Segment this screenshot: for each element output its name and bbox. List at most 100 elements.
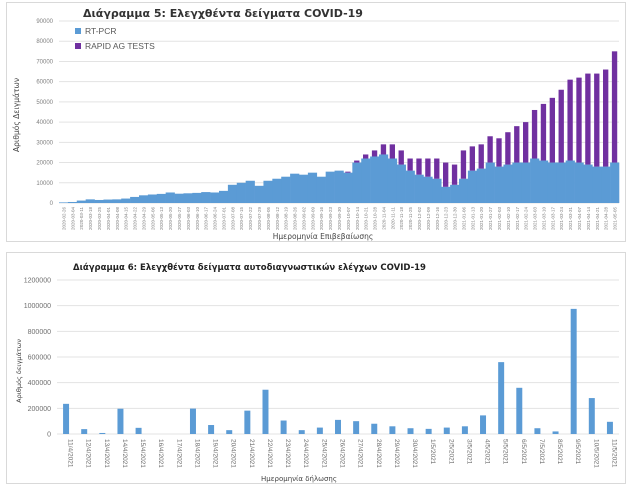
x-tick-label: 6/5/2021 <box>520 439 527 465</box>
bar-rapid-ag <box>576 77 582 163</box>
bar-rt-pcr <box>423 176 433 203</box>
x-tick-label: 2021-02-03 <box>497 207 502 231</box>
y-tick-label: 70000 <box>36 59 53 65</box>
bar-rt-pcr <box>503 164 513 203</box>
bar-rt-pcr <box>94 199 104 203</box>
bar-rt-pcr <box>130 196 140 203</box>
x-tick-label: 8/5/2021 <box>556 439 563 465</box>
x-tick-label: 22/4/2021 <box>266 439 273 468</box>
bar-rt-pcr <box>272 178 282 203</box>
bar-rt-pcr <box>281 176 291 203</box>
y-tick-label: 50000 <box>36 100 53 106</box>
y-tick-label: 40000 <box>36 120 53 126</box>
bar-rapid-ag <box>549 97 555 163</box>
x-tick-label: 2021-01-27 <box>488 207 493 231</box>
x-tick-label: 2020-11-11 <box>390 207 395 230</box>
bar-rt-pcr <box>299 174 309 203</box>
bar-rt-pcr <box>539 160 549 203</box>
bar-rt-pcr <box>201 192 211 203</box>
x-tick-label: 2021-04-28 <box>604 207 609 231</box>
bar-rt-pcr <box>59 202 69 203</box>
x-tick-label: 2020-05-13 <box>159 207 164 231</box>
x-tick-label: 2020-07-15 <box>239 207 244 231</box>
bar-rapid-ag <box>469 146 475 171</box>
x-tick-label: 2021-01-20 <box>479 207 484 231</box>
bar-rt-pcr <box>325 171 335 203</box>
bar-rapid-ag <box>460 150 467 179</box>
legend-label-rapid-ag: RAPID AG TESTS <box>85 41 155 51</box>
bar-rt-pcr <box>467 170 478 203</box>
bar <box>226 430 233 434</box>
x-tick-label: 2020-10-21 <box>364 207 369 231</box>
x-tick-label: 28/4/2021 <box>375 439 382 468</box>
bar-rt-pcr <box>245 180 255 203</box>
x-tick-label: 2021-03-10 <box>541 207 546 231</box>
x-tick-label: 2/5/2021 <box>447 439 454 465</box>
bar-rt-pcr <box>441 186 451 203</box>
bar <box>461 426 468 434</box>
bar-rt-pcr <box>236 182 246 203</box>
bar-rt-pcr <box>290 173 300 203</box>
bar-rt-pcr <box>610 162 620 203</box>
bar-rt-pcr <box>476 168 486 203</box>
y-tick-label: 20000 <box>36 161 53 167</box>
bar <box>335 419 341 434</box>
x-tick-label: 15/4/2021 <box>139 439 146 468</box>
x-tick-label: 2020-05-20 <box>168 207 173 231</box>
bar <box>480 415 487 434</box>
x-tick-label: 2020-05-06 <box>150 207 155 231</box>
x-tick-label: 2020-09-16 <box>319 207 324 231</box>
bar-rt-pcr <box>343 172 353 203</box>
x-tick-label: 2021-02-17 <box>515 207 520 231</box>
y-tick-label: 1200000 <box>24 278 51 285</box>
x-tick-label: 2020-10-28 <box>373 207 378 231</box>
chart-panel-samples: 0 10000 20000 30000 40000 50000 60000 70000 8000… <box>6 2 626 242</box>
legend: RT-PCR RAPID AG TESTS <box>75 26 155 51</box>
bar <box>552 431 559 434</box>
bar-rt-pcr <box>583 164 593 203</box>
x-tick-label: 2020-04-29 <box>141 207 146 231</box>
x-tick-label: 2020-04-15 <box>124 207 129 231</box>
bar-rapid-ag <box>531 109 538 159</box>
y-tick-label: 400000 <box>28 380 51 387</box>
chart-panel-self-tests: 0 200000 400000 600000 800000 1000000 1200000 … <box>6 252 626 484</box>
x-tick-label: 7/5/2021 <box>538 439 545 465</box>
bar-rapid-ag <box>478 144 484 169</box>
y-tick-label: 800000 <box>28 329 51 336</box>
bar-rt-pcr <box>219 190 229 203</box>
bar-rt-pcr <box>547 162 558 203</box>
bar-rt-pcr <box>174 193 184 203</box>
x-tick-label: 2020-12-30 <box>453 207 458 231</box>
x-tick-label: 11/4/2021 <box>67 439 74 468</box>
x-tick-label: 2021-04-21 <box>595 207 600 231</box>
bar-rapid-ag <box>611 51 618 163</box>
x-tick-label: 2020-11-04 <box>381 207 386 230</box>
bar-rt-pcr <box>601 166 611 203</box>
bar-rapid-ag <box>603 69 609 167</box>
bar <box>81 429 88 434</box>
bar-rt-pcr <box>396 164 406 203</box>
x-tick-label: 2020-10-07 <box>346 207 351 231</box>
bar-rt-pcr <box>334 170 344 203</box>
bar-rt-pcr <box>370 156 380 203</box>
x-tick-label: 2020-07-29 <box>257 207 262 231</box>
x-tick-label: 14/4/2021 <box>121 439 128 468</box>
x-tick-label: 2020-11-18 <box>399 207 404 230</box>
bar <box>63 403 70 434</box>
x-tick-label: 27/4/2021 <box>357 439 364 468</box>
y-tick-label: 60000 <box>36 80 53 86</box>
bar <box>244 410 251 434</box>
bar-rt-pcr <box>121 198 131 203</box>
bar <box>189 408 196 434</box>
bar-rapid-ag <box>558 89 564 163</box>
bar-rt-pcr <box>414 174 424 203</box>
x-tick-label: 2020-07-08 <box>230 207 235 231</box>
self-tests-chart: 020000040000060000080000010000001200000 … <box>15 262 619 483</box>
x-tick-label: 2021-03-31 <box>568 207 573 231</box>
bar <box>516 387 523 434</box>
bar <box>534 428 541 434</box>
bar-rapid-ag <box>389 144 395 159</box>
x-tick-label: 2021-05-05 <box>613 207 618 231</box>
bar-rapid-ag <box>371 150 378 157</box>
y-tick-label: 10000 <box>36 181 53 187</box>
